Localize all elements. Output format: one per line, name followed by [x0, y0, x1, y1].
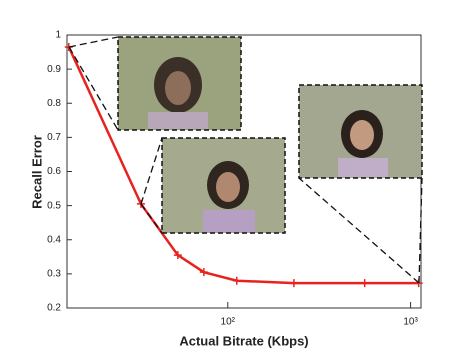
line	[67, 46, 419, 285]
x-tick-label: 10³	[403, 317, 418, 328]
point-marker	[199, 268, 208, 277]
photo-inset	[117, 36, 242, 131]
x-tick-label: 10²	[221, 317, 236, 328]
insets	[68, 36, 423, 284]
point-marker	[173, 251, 182, 260]
y-axis-title: Recall Error	[29, 135, 44, 209]
point-marker	[289, 279, 298, 288]
y-tick-label: 0.7	[47, 132, 61, 143]
y-tick-label: 0.8	[47, 98, 61, 109]
photo-inset	[298, 84, 423, 179]
x-axis-title: Actual Bitrate (Kbps)	[179, 333, 308, 348]
y-tick-label: 0.9	[47, 64, 61, 75]
y-tick-label: 0.6	[47, 166, 61, 177]
photo-inset	[161, 137, 286, 234]
connector-lines	[68, 36, 423, 284]
point-marker	[232, 276, 241, 285]
y-tick-label: 1	[55, 30, 61, 41]
y-tick-label: 0.3	[47, 269, 61, 280]
y-tick-label: 0.5	[47, 200, 61, 211]
y-tick-label: 0.2	[47, 303, 61, 314]
y-tick-label: 0.4	[47, 234, 61, 245]
point-marker	[360, 279, 369, 288]
